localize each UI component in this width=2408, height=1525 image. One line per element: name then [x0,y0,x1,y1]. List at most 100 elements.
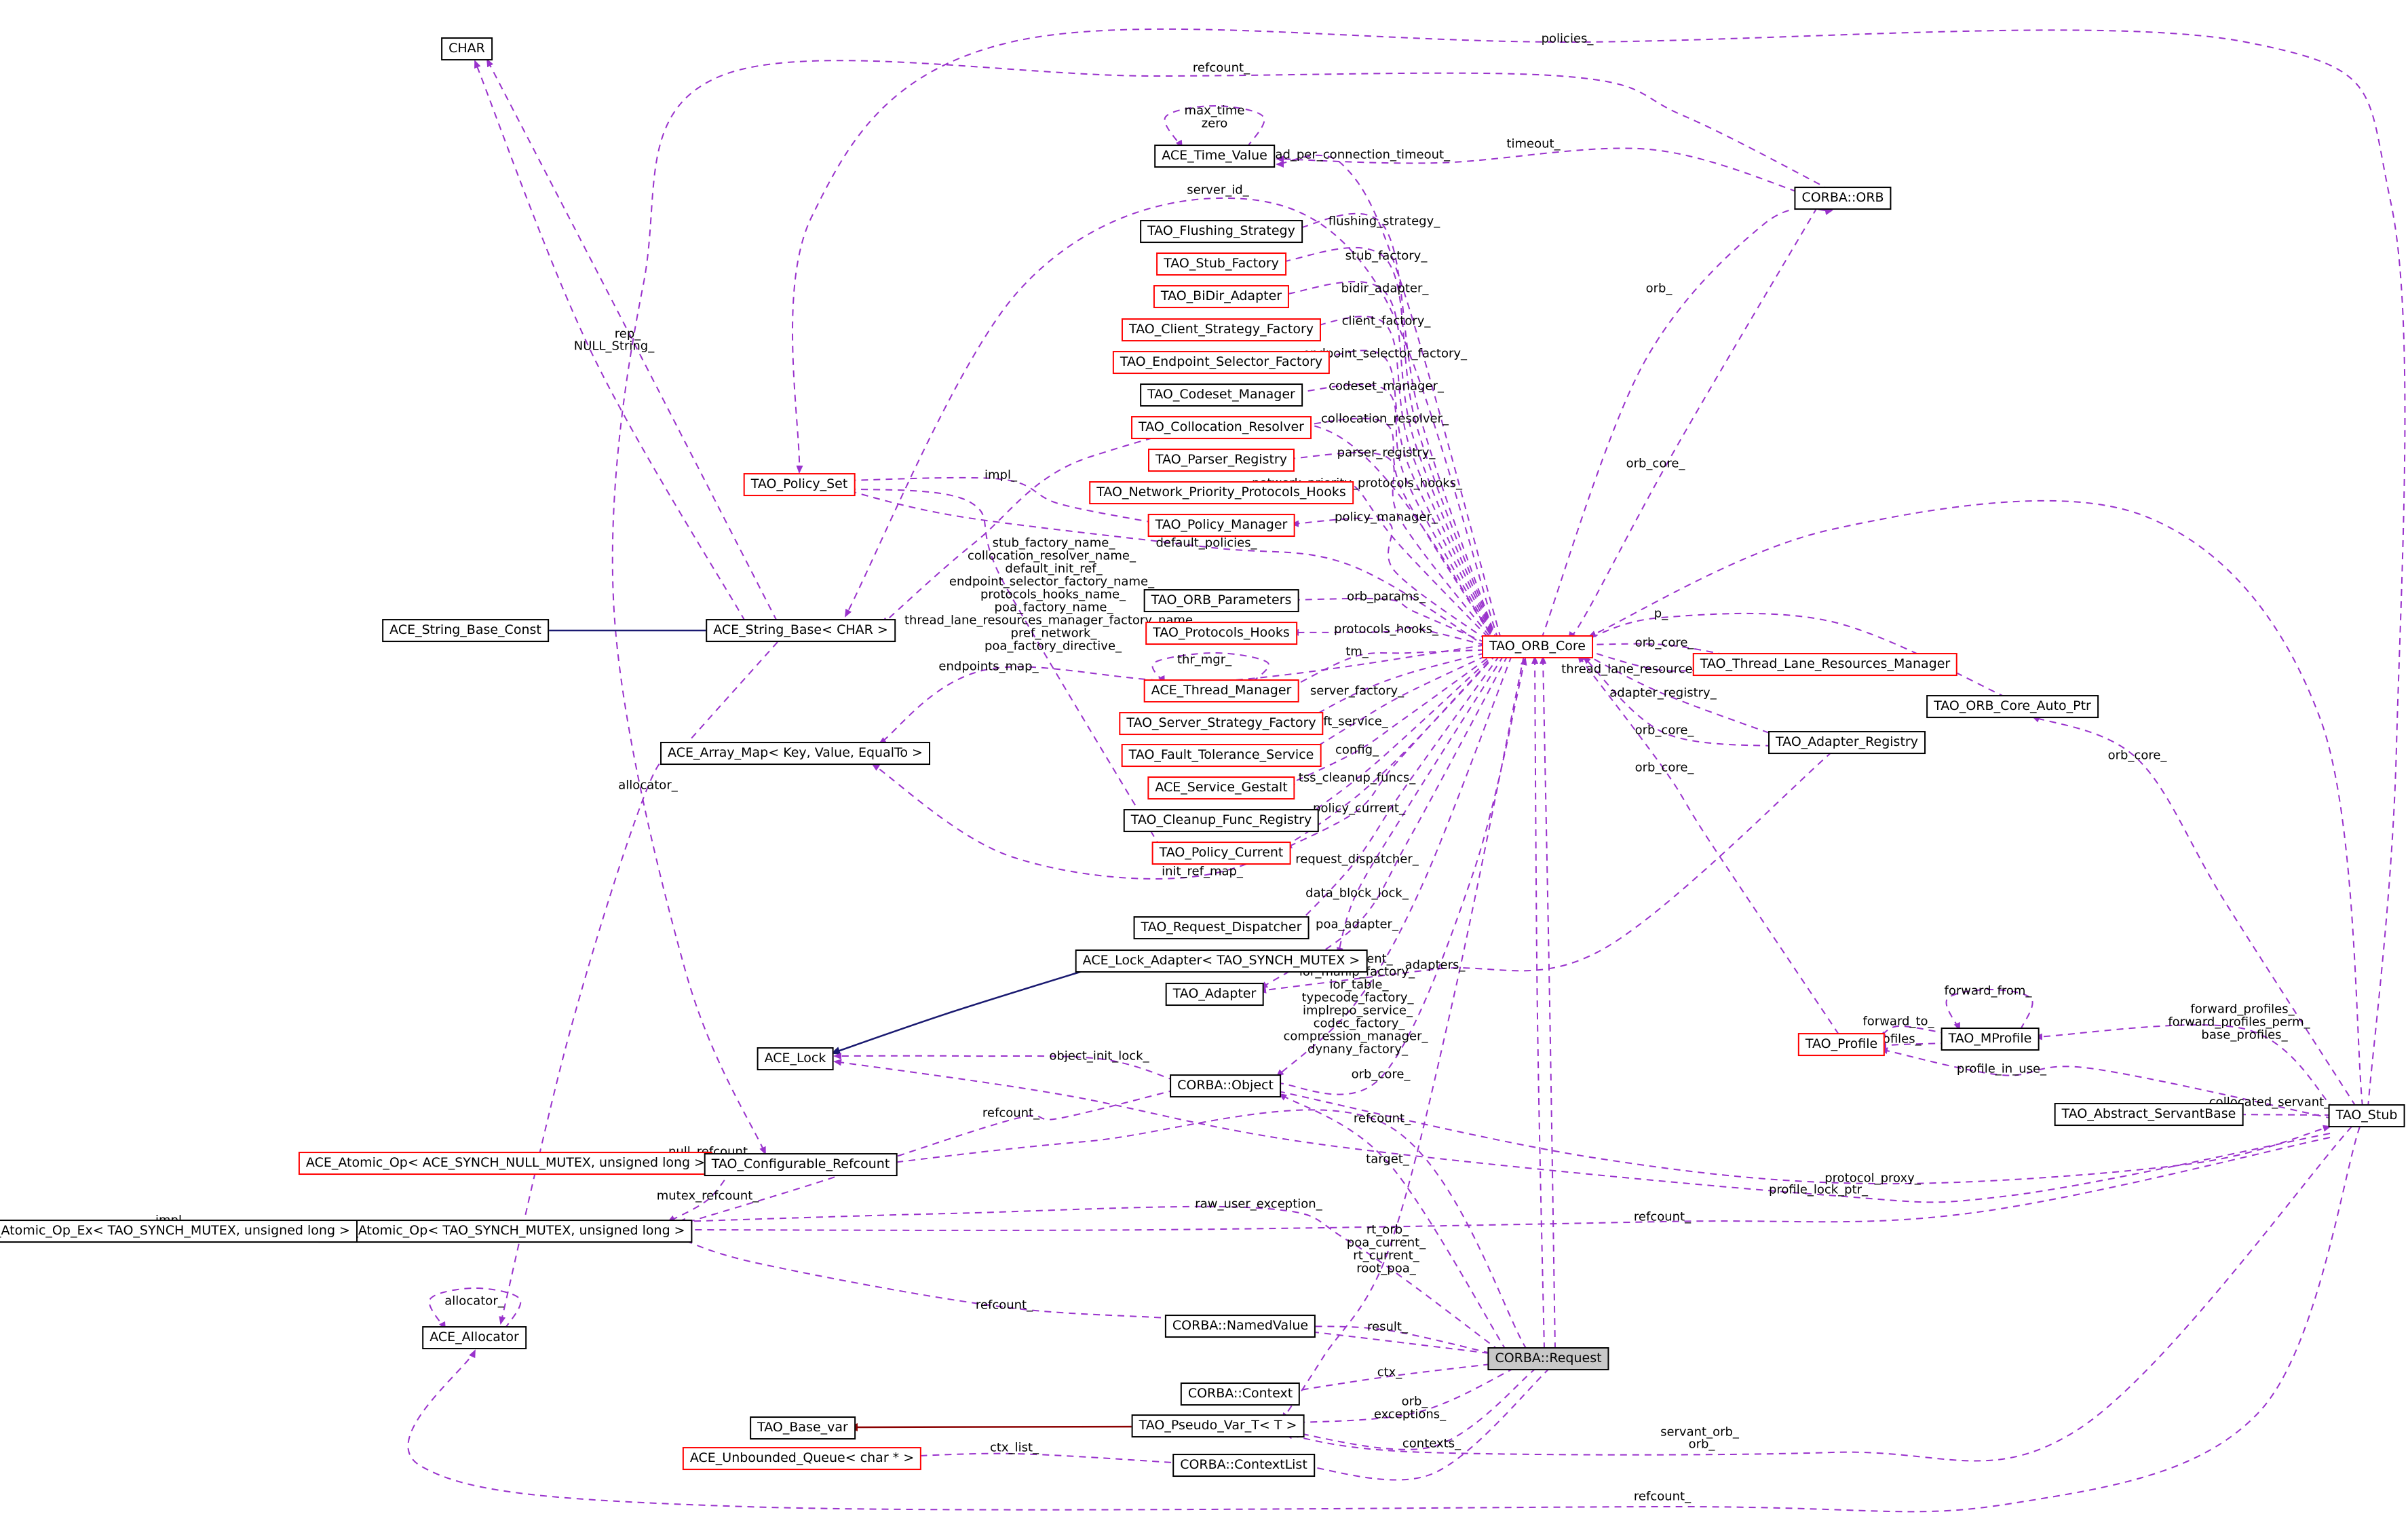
edge-label-rep: rep_ [614,326,641,341]
edge-label-contexts: contexts_ [1402,1436,1461,1451]
class-node-ace-atomic-op-null[interactable]: ACE_Atomic_Op< ACE_SYNCH_NULL_MUTEX, uns… [298,1152,713,1175]
class-node-tao-policy-current[interactable]: TAO_Policy_Current [1151,842,1291,865]
edge-label-pfiles: pfiles_ [1882,1032,1922,1047]
class-node-tao-orb-parameters[interactable]: TAO_ORB_Parameters [1143,589,1299,612]
class-node-ace-array-map[interactable]: ACE_Array_Map< Key, Value, EqualTo > [660,742,930,765]
edge-4 [845,197,1499,640]
edge-label-ctx: ctx_ [1377,1365,1402,1380]
edge-label-ior-table: ior_table_ [1329,977,1389,992]
class-node-tao-endpoint-selector-factory[interactable]: TAO_Endpoint_Selector_Factory [1112,351,1331,374]
edge-8 [1292,212,1497,641]
class-node-tao-policy-manager[interactable]: TAO_Policy_Manager [1147,514,1295,537]
class-node-ace-atomic-op[interactable]: ACE_Atomic_Op< TAO_SYNCH_MUTEX, unsigned… [318,1220,693,1243]
class-node-ace-thread-manager[interactable]: ACE_Thread_Manager [1143,679,1299,702]
class-node-tao-profile[interactable]: TAO_Profile [1797,1033,1886,1056]
class-node-tao-client-strategy-factory[interactable]: TAO_Client_Strategy_Factory [1121,318,1322,341]
class-node-tao-parser-registry[interactable]: TAO_Parser_Registry [1148,449,1295,472]
class-node-tao-orb-core-auto-ptr[interactable]: TAO_ORB_Core_Auto_Ptr [1926,695,2099,718]
class-node-tao-bidir-adapter[interactable]: TAO_BiDir_Adapter [1153,285,1290,308]
class-node-ace-lock[interactable]: ACE_Lock [757,1047,834,1070]
edge-label-allocator: allocator_ [444,1294,504,1309]
edge-label-poa-adapter: poa_adapter_ [1316,917,1398,932]
edge-33 [1151,652,1269,684]
edge-27 [1337,655,1504,956]
class-node-corba-object[interactable]: CORBA::Object [1170,1074,1281,1097]
class-node-ace-unbounded-queue[interactable]: ACE_Unbounded_Queue< char * > [682,1447,922,1470]
class-node-ace-service-gestalt[interactable]: ACE_Service_Gestalt [1147,776,1295,799]
class-node-tao-protocols-hooks[interactable]: TAO_Protocols_Hooks [1145,622,1297,645]
edge-19 [1291,626,1497,649]
class-node-corba-request[interactable]: CORBA::Request [1487,1347,1609,1370]
class-node-tao-thread-lane-resources-manager[interactable]: TAO_Thread_Lane_Resources_Manager [1692,653,1958,676]
edge-label-orb-core: orb_core_ [1635,723,1694,738]
class-node-tao-codeset-manager[interactable]: TAO_Codeset_Manager [1140,383,1303,407]
class-node-ace-allocator[interactable]: ACE_Allocator [422,1326,527,1349]
class-node-corba-context[interactable]: CORBA::Context [1180,1382,1301,1406]
edge-67 [677,1205,1500,1351]
class-node-tao-server-strategy-factory[interactable]: TAO_Server_Strategy_Factory [1119,712,1324,735]
edge-80 [1258,751,1833,994]
edge-40 [830,965,1098,1055]
edge-label-thr-mgr: thr_mgr_ [1177,652,1232,667]
class-node-tao-collocation-resolver[interactable]: TAO_Collocation_Resolver [1131,416,1312,439]
class-node-ace-string-base-const[interactable]: ACE_String_Base_Const [382,619,549,642]
edge-label-poa-current: poa_current_ [1346,1235,1426,1250]
edge-label-policy-manager: policy_manager_ [1335,510,1438,525]
class-node-tao-cleanup-func-registry[interactable]: TAO_Cleanup_Func_Registry [1123,809,1320,832]
class-node-tao-request-dispatcher[interactable]: TAO_Request_Dispatcher [1133,916,1310,939]
class-node-ace-lock-adapter[interactable]: ACE_Lock_Adapter< TAO_SYNCH_MUTEX > [1075,949,1368,973]
class-node-tao-adapter-registry[interactable]: TAO_Adapter_Registry [1768,731,1926,754]
edge-label-orb-core: orb_core_ [1626,456,1685,471]
edge-label-flushing-strategy: flushing_strategy_ [1328,214,1440,229]
class-node-tao-configurable-refcount[interactable]: TAO_Configurable_Refcount [704,1153,898,1176]
edge-label-bidir-adapter: bidir_adapter_ [1341,281,1429,296]
edge-label-poa-factory-name: poa_factory_name_ [994,600,1113,615]
edge-label-refcount: refcount_ [982,1106,1040,1121]
edge-81 [1531,656,1545,1350]
class-node-tao-fault-tolerance-service[interactable]: TAO_Fault_Tolerance_Service [1121,744,1322,767]
edge-62 [887,1452,1184,1464]
edge-7 [1164,105,1265,149]
edge-label-default-policies: default_policies_ [1155,535,1257,550]
class-node-corba-namedvalue[interactable]: CORBA::NamedValue [1164,1315,1316,1338]
class-node-tao-adapter[interactable]: TAO_Adapter [1165,983,1264,1006]
edge-label-forward-to: forward_to_ [1862,1014,1934,1029]
class-node-tao-mprofile[interactable]: TAO_MProfile [1941,1028,2040,1051]
edge-56 [1281,655,1525,1421]
edge-78 [2031,716,2356,1107]
edge-label-stub-factory: stub_factory_ [1345,248,1428,263]
class-node-tao-stub-factory[interactable]: TAO_Stub_Factory [1156,252,1286,276]
class-node-ace-time-value[interactable]: ACE_Time_Value [1154,145,1275,168]
class-node-tao-base-var[interactable]: TAO_Base_var [750,1416,856,1439]
class-node-tao-orb-core[interactable]: TAO_ORB_Core [1482,635,1593,658]
edge-label-forward-profiles-perm: forward_profiles_perm_ [2168,1015,2310,1030]
edge-66 [676,1137,2331,1234]
edge-label-rt-current: rt_current_ [1353,1248,1419,1263]
class-node-ace-string-base[interactable]: ACE_String_Base< CHAR > [706,619,896,642]
edge-label-poa-factory-directive: poa_factory_directive_ [984,639,1122,654]
edge-label-servant-orb: servant_orb_ [1660,1425,1739,1439]
class-node-char[interactable]: CHAR [441,37,493,60]
edge-6 [1276,154,1502,639]
edge-label-object-init-lock: object_init_lock_ [1049,1049,1149,1063]
class-node-tao-network-priority-protocols-hooks[interactable]: TAO_Network_Priority_Protocols_Hooks [1089,481,1354,504]
edge-label-forward-profiles: forward_profiles_ [2190,1002,2295,1017]
edge-label-codec-factory: codec_factory_ [1313,1016,1405,1031]
edge-label-refcount: refcount_ [975,1298,1033,1313]
edge-label-refcount: refcount_ [1633,1209,1692,1224]
edge-15 [1286,451,1497,646]
class-node-tao-flushing-strategy[interactable]: TAO_Flushing_Strategy [1140,220,1303,243]
edge-label-typecode-factory: typecode_factory_ [1301,990,1414,1005]
edge-label-data-block-lock: data_block_lock_ [1305,886,1409,901]
class-node-ace-atomic-op-ex[interactable]: ACE_Atomic_Op_Ex< TAO_SYNCH_MUTEX, unsig… [0,1220,358,1243]
class-node-corba-orb[interactable]: CORBA::ORB [1794,187,1892,210]
edge-label-policies: policies_ [1541,31,1594,46]
edge-label-target: target_ [1366,1152,1409,1167]
class-node-tao-abstract-servantbase[interactable]: TAO_Abstract_ServantBase [2054,1103,2244,1126]
class-node-tao-pseudo-var-t[interactable]: TAO_Pseudo_Var_T< T > [1131,1414,1305,1437]
class-node-corba-contextlist[interactable]: CORBA::ContextList [1172,1454,1315,1477]
edge-22 [1307,650,1497,753]
class-node-tao-policy-set[interactable]: TAO_Policy_Set [743,473,856,496]
class-node-tao-stub[interactable]: TAO_Stub [2328,1104,2405,1127]
edge-label-default-init-ref: default_init_ref_ [1005,561,1103,576]
